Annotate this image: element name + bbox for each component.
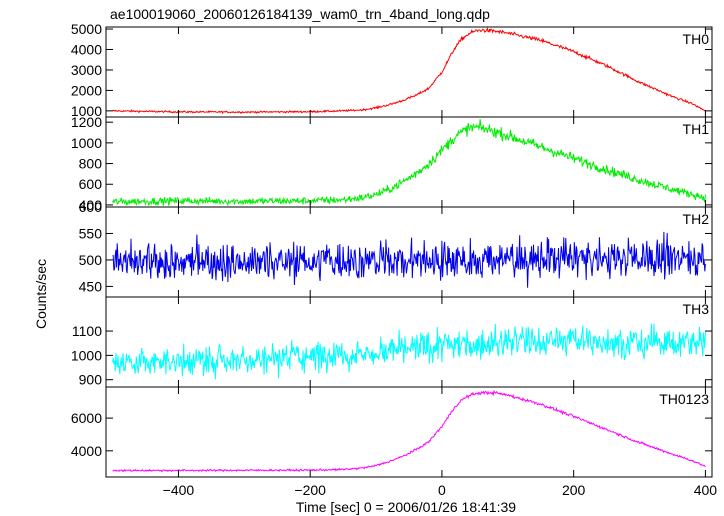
chart-panels: TH010002000300040005000TH140060080010001… (71, 21, 717, 498)
panel-frame (105, 116, 713, 208)
x-tick-label: 200 (562, 482, 586, 498)
y-tick-label: 1000 (71, 103, 102, 119)
y-tick-label: 600 (79, 199, 103, 215)
y-tick-label: 1000 (71, 347, 102, 363)
panel-th3: TH3 900 1000 1100 (71, 296, 713, 388)
y-tick-label: 6000 (71, 410, 102, 426)
panel-label-th2: TH2 (683, 211, 710, 227)
x-axis-label: Time [sec] 0 = 2006/01/26 18:41:39 (296, 499, 516, 515)
panel-label-th0123: TH0123 (659, 391, 709, 407)
y-tick-label: 5000 (71, 21, 102, 37)
y-tick-label: 1100 (72, 323, 102, 339)
panel-label-th1: TH1 (683, 121, 710, 137)
y-tick-label: 4000 (71, 443, 102, 459)
y-tick-label: 400 (79, 197, 103, 213)
series-line-th3 (112, 323, 706, 380)
chart-title: ae100019060_20060126184139_wam0_trn_4ban… (110, 6, 490, 22)
panel-th0123: TH0123 4000 6000 (71, 386, 713, 478)
series-line-th1 (112, 119, 706, 207)
y-tick-label: 450 (79, 278, 103, 294)
y-tick-label: 1200 (71, 114, 102, 130)
panel-label-th0: TH0 (683, 31, 710, 47)
y-tick-label: 900 (79, 372, 103, 388)
y-tick-label: 600 (79, 176, 103, 192)
y-tick-label: 800 (79, 156, 103, 172)
series-line-th2 (112, 231, 706, 288)
x-tick-label: 400 (694, 482, 718, 498)
y-tick-label: 500 (79, 252, 103, 268)
panel-frame (105, 386, 713, 478)
x-tick-label: 0 (438, 482, 446, 498)
panel-th2: TH2 450 500 550 600 (79, 199, 713, 298)
panel-label-th3: TH3 (683, 301, 710, 317)
y-tick-label: 4000 (71, 42, 102, 58)
panel-frame (105, 206, 713, 298)
x-tick-label: −400 (163, 482, 195, 498)
panel-frame (105, 26, 713, 118)
series-line-th0 (112, 26, 706, 115)
x-tick-label: −200 (294, 482, 326, 498)
y-tick-label: 2000 (71, 82, 102, 98)
y-tick-label: 1000 (71, 135, 102, 151)
y-axis-label: Counts/sec (33, 259, 49, 329)
panel-th0: TH0 1000 2000 3000 4000 5000 (71, 21, 713, 119)
series-line-th0123 (112, 389, 706, 473)
y-tick-label: 3000 (71, 62, 102, 78)
y-tick-label: 550 (79, 225, 103, 241)
